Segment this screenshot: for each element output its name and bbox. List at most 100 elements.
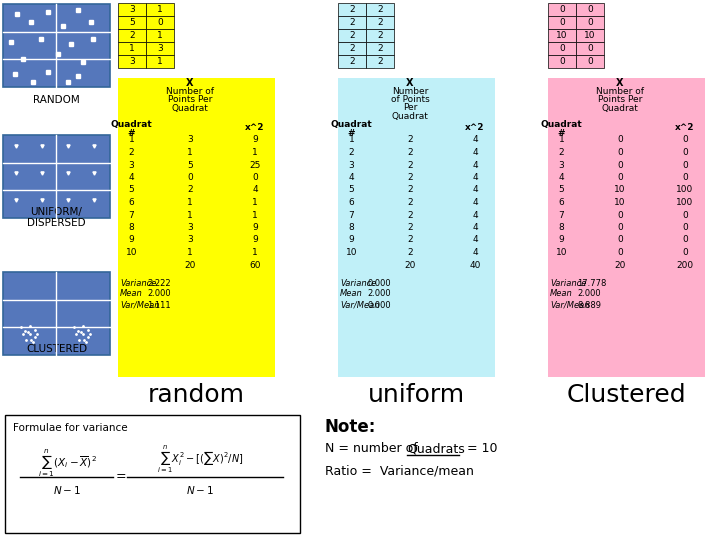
Text: 3: 3	[129, 57, 135, 66]
Text: 2.222: 2.222	[147, 279, 171, 287]
Text: Note:: Note:	[325, 418, 377, 436]
Bar	[576, 3, 604, 16]
Text: 3: 3	[559, 160, 564, 170]
Text: 2: 2	[377, 57, 383, 66]
Bar	[118, 16, 146, 29]
Text: 1: 1	[129, 44, 135, 53]
Text: 2: 2	[408, 248, 413, 257]
Text: 3: 3	[129, 160, 135, 170]
Text: 3: 3	[187, 235, 193, 245]
Text: Quadrat: Quadrat	[111, 120, 153, 130]
Text: 6: 6	[348, 198, 354, 207]
Text: Var/Mean: Var/Mean	[550, 300, 590, 309]
Text: 1: 1	[187, 148, 193, 157]
Text: Var/Mean: Var/Mean	[340, 300, 379, 309]
Text: x^2: x^2	[246, 124, 265, 132]
Text: of Points: of Points	[391, 96, 429, 105]
Text: 6: 6	[129, 198, 135, 207]
Bar	[338, 78, 495, 377]
Text: 2: 2	[348, 148, 354, 157]
Text: 4: 4	[129, 173, 135, 182]
Text: 1: 1	[252, 211, 258, 219]
Text: 2: 2	[349, 31, 355, 40]
Bar	[548, 78, 705, 377]
Text: 25: 25	[249, 160, 261, 170]
Text: Quadrat: Quadrat	[392, 111, 428, 120]
Text: Var/Mean: Var/Mean	[120, 300, 160, 309]
Text: 2: 2	[408, 211, 413, 219]
Text: X: X	[406, 78, 414, 88]
Bar	[548, 55, 576, 68]
Text: 2: 2	[377, 5, 383, 14]
Text: uniform: uniform	[368, 383, 465, 407]
Text: Per: Per	[402, 104, 417, 112]
Text: 2: 2	[408, 136, 413, 145]
Text: 4: 4	[472, 235, 478, 245]
Text: RANDOM: RANDOM	[33, 95, 80, 105]
Text: 1: 1	[252, 248, 258, 257]
Text: random: random	[148, 383, 245, 407]
Text: 10: 10	[614, 186, 626, 194]
Bar	[576, 42, 604, 55]
Text: 4: 4	[472, 148, 478, 157]
Text: 0: 0	[559, 18, 565, 27]
Text: 0: 0	[617, 160, 623, 170]
Text: Number: Number	[392, 87, 428, 97]
Text: Variance: Variance	[340, 279, 377, 287]
Text: 2: 2	[349, 57, 355, 66]
Text: 0: 0	[682, 160, 688, 170]
Text: = 10: = 10	[463, 442, 498, 456]
Bar	[366, 29, 394, 42]
Text: 0: 0	[617, 173, 623, 182]
Bar	[338, 16, 366, 29]
Text: 0: 0	[682, 211, 688, 219]
Text: =: =	[116, 470, 126, 483]
Text: 0: 0	[252, 173, 258, 182]
Text: 8: 8	[129, 223, 135, 232]
Bar	[3, 272, 110, 355]
Text: Quadrat: Quadrat	[541, 120, 582, 130]
Text: #: #	[127, 129, 135, 138]
Text: 40: 40	[469, 261, 481, 271]
Text: 2: 2	[129, 148, 135, 157]
Text: 2: 2	[377, 44, 383, 53]
Text: 4: 4	[472, 198, 478, 207]
Text: 2: 2	[408, 148, 413, 157]
Text: DISPERSED: DISPERSED	[27, 218, 86, 228]
Text: 5: 5	[187, 160, 193, 170]
Text: 2: 2	[408, 173, 413, 182]
Text: 2: 2	[408, 160, 413, 170]
Text: 3: 3	[187, 136, 193, 145]
Text: X: X	[186, 78, 194, 88]
Text: Variance: Variance	[550, 279, 586, 287]
Text: 4: 4	[472, 160, 478, 170]
Text: 1: 1	[187, 198, 193, 207]
Text: 3: 3	[187, 223, 193, 232]
Text: 0: 0	[682, 148, 688, 157]
Text: 0: 0	[682, 223, 688, 232]
Text: 0.000: 0.000	[367, 300, 391, 309]
Text: 2: 2	[349, 44, 355, 53]
Text: 100: 100	[676, 186, 693, 194]
Text: 20: 20	[405, 261, 415, 271]
Text: $\sum_{i=1}^{n} X_i^2 - [(\sum X)^2/N]$: $\sum_{i=1}^{n} X_i^2 - [(\sum X)^2/N]$	[157, 443, 243, 475]
Text: 2: 2	[187, 186, 193, 194]
Bar	[146, 29, 174, 42]
Text: 4: 4	[472, 223, 478, 232]
Bar	[338, 55, 366, 68]
Bar	[338, 42, 366, 55]
Text: 0: 0	[617, 248, 623, 257]
Text: 5: 5	[129, 186, 135, 194]
Text: 2: 2	[377, 31, 383, 40]
Text: 1: 1	[187, 211, 193, 219]
Text: 9: 9	[559, 235, 564, 245]
Text: 0: 0	[559, 44, 565, 53]
Text: 2: 2	[559, 148, 564, 157]
Text: Formulae for variance: Formulae for variance	[13, 423, 127, 433]
Bar	[118, 3, 146, 16]
Bar	[146, 3, 174, 16]
Text: 200: 200	[676, 261, 693, 271]
Bar	[548, 3, 576, 16]
Text: 0: 0	[617, 211, 623, 219]
Text: 2: 2	[408, 186, 413, 194]
